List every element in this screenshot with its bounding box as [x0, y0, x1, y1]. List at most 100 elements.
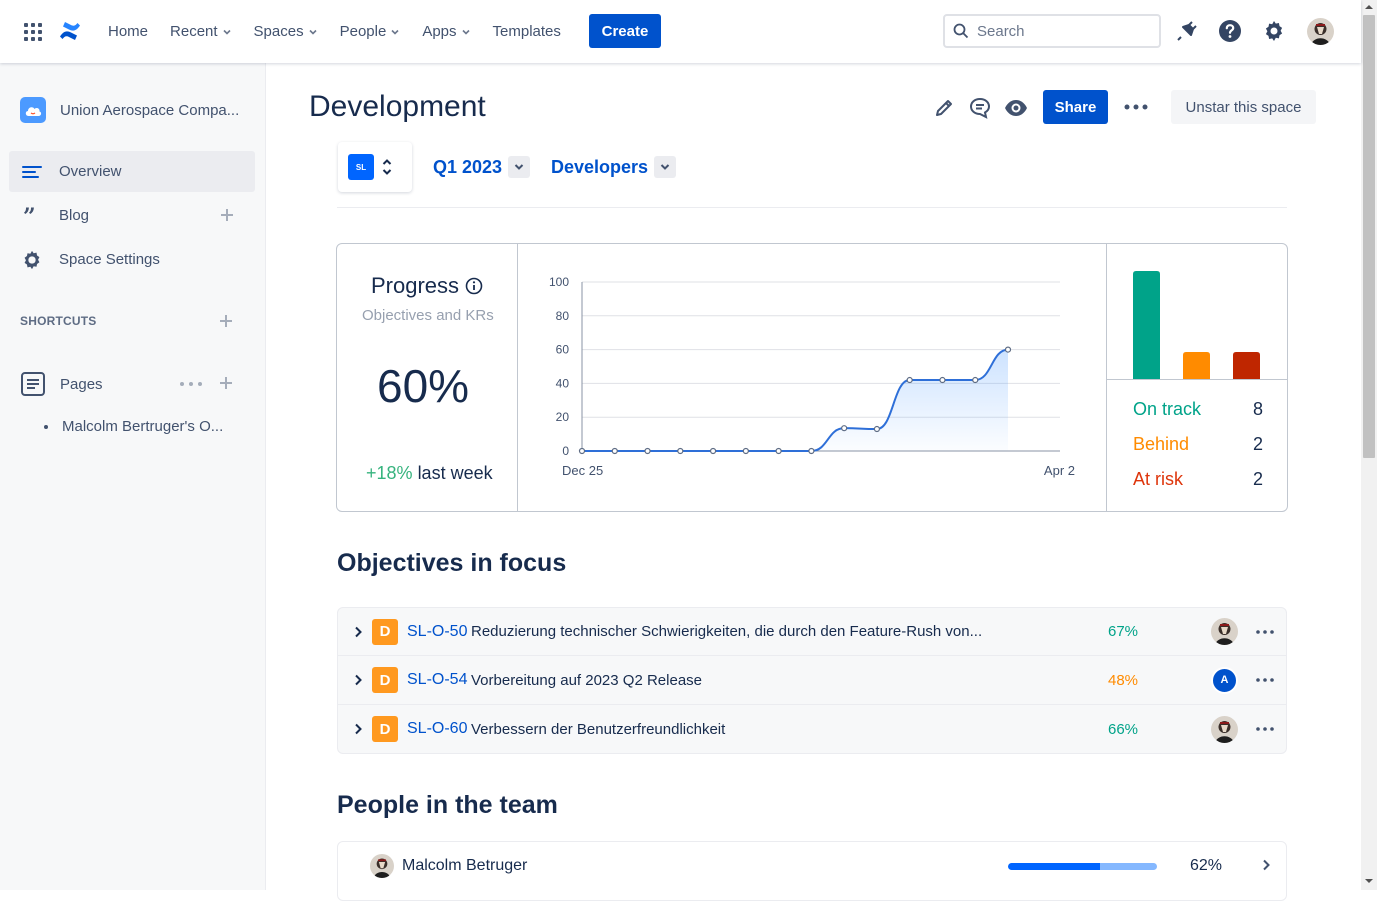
data-point [742, 447, 749, 455]
period-filter-label: Q1 2023 [433, 156, 503, 177]
chevron-down-icon [391, 29, 399, 35]
share-button[interactable]: Share [1043, 90, 1108, 124]
info-icon[interactable] [465, 277, 483, 295]
progress-change-suffix: last week [417, 463, 493, 483]
space-badge: SL [348, 154, 374, 180]
sidebar-item-pages[interactable]: Pages [20, 371, 103, 397]
confluence-logo-icon[interactable] [58, 19, 82, 43]
objective-more-icon[interactable] [1256, 629, 1274, 634]
search-input[interactable] [977, 22, 1147, 40]
nav-label: People [339, 23, 387, 40]
objective-key-link[interactable]: SL-O-60 [407, 720, 468, 737]
sidebar-item-label: Space Settings [59, 251, 160, 268]
objective-row[interactable]: D SL-O-60 Verbessern der Benutzerfreundlic… [338, 705, 1286, 753]
data-point [709, 447, 717, 455]
sidebar-item-space-settings[interactable]: Space Settings [9, 239, 255, 280]
objective-key-link[interactable]: SL-O-54 [407, 671, 468, 688]
scrollbar-thumb[interactable] [1363, 15, 1375, 458]
objective-key-link[interactable]: SL-O-50 [407, 622, 468, 640]
help-icon[interactable] [1218, 19, 1242, 43]
section-divider [337, 207, 1287, 208]
objective-title[interactable]: Reduzierung technischer Schwierigkeiten,… [471, 623, 983, 640]
team-member-percent: 62% [1190, 857, 1223, 874]
objective-more-icon[interactable] [1256, 678, 1274, 682]
space-header[interactable]: Union Aerospace Compa... [20, 97, 239, 123]
sidebar-item-overview[interactable]: Overview [9, 151, 255, 192]
top-navigation-bar: Home Recent Spaces People Apps Templates Crea… [0, 0, 1361, 63]
objective-owner-avatar[interactable]: A [1211, 666, 1238, 694]
status-count: 2 [1252, 434, 1263, 454]
add-page-plus-icon[interactable] [218, 375, 234, 391]
series-line [581, 348, 1009, 452]
page-scrollbar[interactable] [1361, 0, 1377, 890]
y-tick-label: 40 [556, 376, 570, 390]
expand-chevron-icon[interactable] [352, 674, 364, 686]
period-filter[interactable]: Q1 2023 [433, 156, 531, 178]
progress-percent: 60% [377, 360, 470, 412]
add-blog-plus-icon[interactable] [219, 207, 235, 223]
user-avatar[interactable] [1307, 18, 1334, 45]
data-point [841, 425, 848, 432]
nav-recent[interactable]: Recent [170, 23, 232, 40]
nav-templates[interactable]: Templates [493, 23, 561, 40]
settings-icon[interactable] [1262, 19, 1286, 43]
x-tick-label: Apr 2 [1044, 463, 1075, 478]
chevron-down-icon [309, 29, 317, 35]
nav-spaces[interactable]: Spaces [254, 23, 318, 40]
status-label: At risk [1133, 469, 1184, 489]
data-point [677, 447, 684, 455]
scroll-down-arrow-icon[interactable] [1361, 874, 1377, 888]
gear-icon [24, 250, 40, 269]
objective-percent: 66% [1108, 720, 1139, 738]
objective-percent: 67% [1108, 623, 1139, 640]
status-label: Behind [1133, 434, 1190, 454]
sidebar-item-blog[interactable]: ” Blog [9, 195, 255, 236]
bullet-icon [44, 424, 48, 429]
page-tree-item[interactable]: Malcolm Bertruger's O... [44, 418, 223, 435]
nav-label: Apps [422, 23, 457, 40]
space-picker[interactable]: SL [338, 142, 412, 192]
objective-owner-avatar[interactable] [1211, 715, 1238, 743]
objective-more-icon[interactable] [1256, 727, 1274, 731]
y-tick-label: 60 [556, 343, 570, 357]
pages-icon [21, 372, 45, 396]
nav-apps[interactable]: Apps [422, 23, 470, 40]
unstar-space-button[interactable]: Unstar this space [1171, 90, 1316, 124]
objective-title[interactable]: Vorbereitung auf 2023 Q2 Release [471, 671, 702, 689]
y-tick-label: 80 [556, 309, 570, 323]
edit-pencil-icon[interactable] [932, 96, 956, 120]
data-point [906, 376, 913, 384]
watch-eye-icon[interactable] [1004, 96, 1028, 120]
pages-more-icon[interactable] [180, 382, 202, 386]
more-actions-icon[interactable] [1124, 104, 1148, 110]
app-switcher-icon[interactable] [24, 23, 42, 41]
create-button[interactable]: Create [589, 14, 661, 48]
data-point [873, 425, 881, 433]
add-shortcut-plus-icon[interactable] [218, 313, 234, 329]
status-behind: Behind 2 [1133, 434, 1263, 455]
search-box[interactable] [943, 14, 1161, 48]
y-tick-label: 100 [549, 275, 569, 289]
status-bar [1233, 352, 1260, 379]
expand-chevron-icon[interactable] [352, 626, 364, 638]
page-tree-item-label: Malcolm Bertruger's O... [62, 418, 224, 435]
team-heading: People in the team [337, 791, 558, 819]
team-member-name[interactable]: Malcolm Betruger [402, 857, 528, 874]
objective-title[interactable]: Verbessern der Benutzerfreundlichkeit [471, 720, 726, 738]
team-filter[interactable]: Developers [551, 156, 677, 178]
space-sidebar: Union Aerospace Compa... Overview ” Blog… [0, 63, 266, 890]
expand-chevron-icon[interactable] [352, 723, 364, 735]
chevron-right-icon[interactable] [1260, 859, 1272, 871]
quote-icon: ” [23, 207, 36, 225]
nav-home[interactable]: Home [108, 23, 148, 40]
objective-row[interactable]: D SL-O-54 Vorbereitung auf 2023 Q2 Release… [338, 657, 1286, 705]
objective-row[interactable]: D SL-O-50 Reduzierung technischer Schwieri… [338, 608, 1286, 656]
notifications-icon[interactable] [1175, 19, 1199, 43]
y-tick-label: 0 [562, 444, 569, 458]
objective-owner-avatar[interactable] [1211, 618, 1238, 645]
status-bar [1183, 352, 1210, 379]
nav-people[interactable]: People [340, 23, 401, 40]
overview-icon [22, 165, 42, 178]
scroll-up-arrow-icon[interactable] [1361, 0, 1377, 14]
comment-icon[interactable] [968, 96, 992, 120]
